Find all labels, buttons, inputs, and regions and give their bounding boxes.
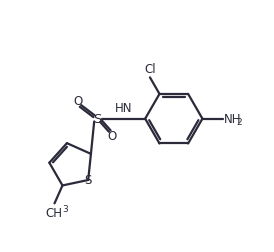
- Text: NH: NH: [224, 112, 241, 125]
- Text: 2: 2: [236, 117, 242, 127]
- Text: O: O: [73, 95, 82, 108]
- Text: CH: CH: [45, 206, 62, 219]
- Text: S: S: [93, 113, 102, 126]
- Text: HN: HN: [115, 101, 133, 114]
- Text: 3: 3: [63, 205, 68, 214]
- Text: Cl: Cl: [144, 63, 156, 76]
- Text: O: O: [108, 130, 117, 143]
- Text: S: S: [84, 174, 92, 187]
